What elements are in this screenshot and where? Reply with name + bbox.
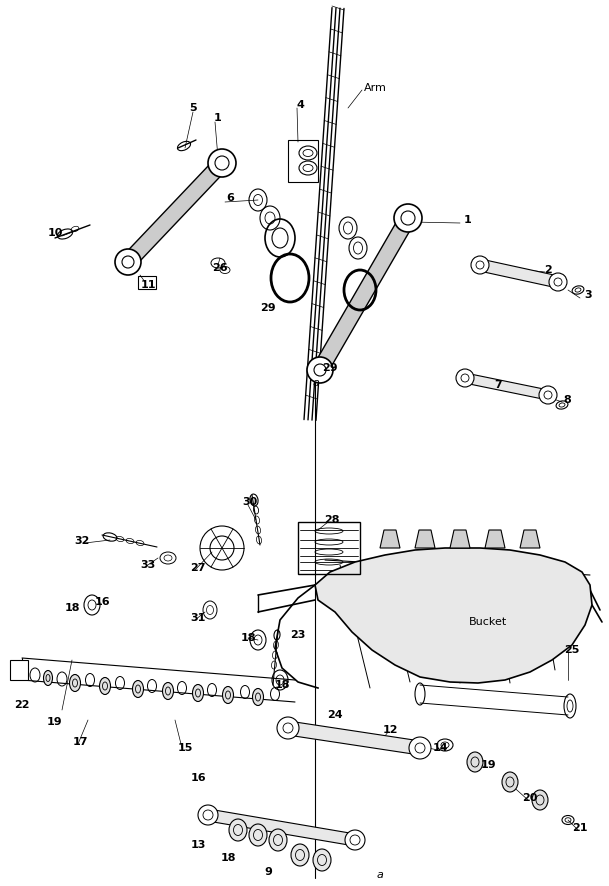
Text: 6: 6 [226,193,234,203]
Circle shape [198,805,218,825]
Circle shape [215,156,229,170]
Text: 32: 32 [74,536,90,546]
Text: 18: 18 [274,680,290,690]
Ellipse shape [502,772,518,792]
Text: a: a [376,870,384,880]
Circle shape [345,830,365,850]
Polygon shape [313,214,415,374]
Circle shape [394,204,422,232]
Circle shape [122,256,134,268]
Text: 25: 25 [565,645,580,655]
Text: 16: 16 [94,597,110,607]
Text: 1: 1 [464,215,472,225]
Ellipse shape [467,752,483,772]
Text: 31: 31 [190,613,206,623]
Text: 8: 8 [563,395,571,405]
Text: 2: 2 [544,265,552,275]
Text: 11: 11 [140,280,156,290]
Circle shape [471,256,489,274]
Text: 5: 5 [189,103,197,113]
Text: a: a [312,378,320,388]
Polygon shape [485,530,505,548]
Text: 4: 4 [296,100,304,110]
Text: 16: 16 [190,773,206,783]
Polygon shape [315,548,592,683]
Bar [288,140,318,182]
Polygon shape [207,809,356,846]
Ellipse shape [222,687,233,703]
Ellipse shape [249,824,267,846]
Ellipse shape [192,685,203,702]
Circle shape [307,357,333,383]
Ellipse shape [133,680,144,697]
Text: 19: 19 [480,760,496,770]
Text: 10: 10 [48,228,63,238]
Polygon shape [122,158,228,268]
Text: 18: 18 [65,603,80,613]
Text: 3: 3 [584,290,592,300]
Text: Bucket: Bucket [469,617,507,627]
Text: Arm: Arm [364,83,387,93]
Text: 23: 23 [290,630,306,640]
Text: 19: 19 [47,717,63,727]
Text: 29: 29 [322,363,338,373]
Polygon shape [415,530,435,548]
Circle shape [208,149,236,177]
Text: 21: 21 [572,823,588,833]
Ellipse shape [163,682,174,700]
Text: 15: 15 [177,743,192,753]
Text: 29: 29 [260,303,276,313]
Text: 24: 24 [327,710,343,720]
Bar [10,660,28,680]
Polygon shape [287,721,421,755]
Polygon shape [450,530,470,548]
Polygon shape [479,259,559,288]
Text: 18: 18 [240,633,256,643]
Text: 33: 33 [141,560,156,570]
Circle shape [549,273,567,291]
Text: 18: 18 [220,853,236,863]
Ellipse shape [99,678,110,695]
Text: 17: 17 [72,737,88,747]
Text: 7: 7 [494,380,502,390]
Circle shape [115,249,141,275]
Ellipse shape [69,674,80,691]
Circle shape [456,369,474,387]
Ellipse shape [269,829,287,851]
Text: 26: 26 [212,263,228,273]
Text: 22: 22 [14,700,30,710]
Ellipse shape [253,688,264,705]
Ellipse shape [229,819,247,841]
Text: 1: 1 [214,113,222,123]
Ellipse shape [532,790,548,810]
Text: 27: 27 [190,563,206,573]
Text: 9: 9 [264,867,272,877]
Text: 13: 13 [190,840,206,850]
Circle shape [401,211,415,225]
Text: 28: 28 [324,515,340,525]
Polygon shape [380,530,400,548]
Bar [138,276,156,289]
Text: 30: 30 [242,497,258,507]
Text: 12: 12 [382,725,398,735]
Ellipse shape [291,844,309,866]
Circle shape [539,386,557,404]
Polygon shape [464,373,549,400]
Ellipse shape [313,849,331,871]
Bar [298,522,360,574]
Polygon shape [520,530,540,548]
Ellipse shape [43,671,52,686]
Circle shape [409,737,431,759]
Text: 20: 20 [523,793,538,803]
Text: 14: 14 [432,743,448,753]
Circle shape [277,717,299,739]
Circle shape [314,364,326,376]
